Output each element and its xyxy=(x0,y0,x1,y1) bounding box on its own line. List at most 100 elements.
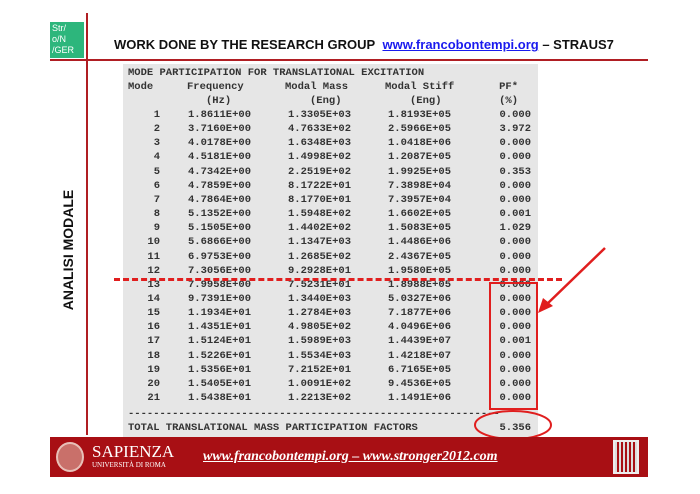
cell-freq: 1.5405E+01 xyxy=(188,377,252,390)
cell-pf: PF* xyxy=(499,81,518,93)
cell-freq: 5.1505E+00 xyxy=(188,222,252,235)
cell-stiff: 7.3957E+04 xyxy=(388,193,452,206)
footer-links[interactable]: www.francobontempi.org – www.stronger201… xyxy=(203,449,498,464)
cell-freq: 7.9958E+00 xyxy=(188,278,252,291)
cell-mass: 4.7633E+02 xyxy=(288,123,352,136)
cell-stiff: 1.0418E+06 xyxy=(388,137,452,150)
cell-mode: 7 xyxy=(153,193,160,206)
university-subtitle: UNIVERSITÀ DI ROMA xyxy=(92,461,166,469)
highlight-box xyxy=(489,282,538,410)
cell-freq: 4.5181E+00 xyxy=(188,151,252,164)
header-row: Mode Frequency Modal Mass Modal Stiff PF* xyxy=(123,81,538,95)
cell-stiff: 7.3898E+04 xyxy=(388,179,452,192)
cell-stiff: 6.7165E+05 xyxy=(388,363,452,376)
cell-pf: 0.000 xyxy=(499,377,531,390)
cell-pf: 0.000 xyxy=(499,363,531,376)
cell-pf: 0.000 xyxy=(499,250,531,263)
cell-stiff: 1.5083E+05 xyxy=(388,222,452,235)
cell-stiff: 1.2087E+05 xyxy=(388,151,452,164)
cell-pf: 0.000 xyxy=(499,137,531,150)
cell-mode: 14 xyxy=(147,292,160,305)
cell-mode: 15 xyxy=(147,307,160,320)
mode-participation-table: MODE PARTICIPATION FOR TRANSLATIONAL EXC… xyxy=(123,64,538,437)
total-highlight-ellipse xyxy=(474,410,552,440)
cell-stiff: 1.4486E+06 xyxy=(388,236,452,249)
logo-line: Str/ xyxy=(52,23,67,33)
cell-mass: 1.6348E+03 xyxy=(288,137,352,150)
cell-pf: 1.029 xyxy=(499,222,531,235)
table-row: 4 4.5181E+00 1.4998E+02 1.2087E+05 0.000 xyxy=(123,151,538,165)
cell-freq: 3.7160E+00 xyxy=(188,123,252,136)
cell-pf: 0.000 xyxy=(499,278,531,291)
vertical-divider xyxy=(86,13,88,435)
cell-mode: 5 xyxy=(153,165,160,178)
table-row: 10 5.6866E+00 1.1347E+03 1.4486E+06 0.000 xyxy=(123,236,538,250)
cell-pf: 0.000 xyxy=(499,321,531,334)
footer-bar: SAPIENZA UNIVERSITÀ DI ROMA www.francobo… xyxy=(50,437,648,477)
table-row: 15 1.1934E+01 1.2784E+03 7.1877E+06 0.000 xyxy=(123,307,538,321)
cell-stiff: 1.1491E+06 xyxy=(388,392,452,404)
cell-stiff: 1.9925E+05 xyxy=(388,165,452,178)
cell-pf: 0.000 xyxy=(499,179,531,192)
cell-mode: 20 xyxy=(147,377,160,390)
cell-mode: 21 xyxy=(147,392,160,404)
table-row: 6 4.7859E+00 8.1722E+01 7.3898E+04 0.000 xyxy=(123,180,538,194)
table-row: 9 5.1505E+00 1.4402E+02 1.5083E+05 1.029 xyxy=(123,222,538,236)
cell-mass: 7.5231E+01 xyxy=(288,278,352,291)
cell-mode: 12 xyxy=(147,264,160,277)
cell-mode: 17 xyxy=(147,335,160,348)
horizontal-divider xyxy=(50,59,648,61)
cell-freq: 1.5124E+01 xyxy=(188,335,252,348)
table-row: 16 1.4351E+01 4.9805E+02 4.0496E+06 0.000 xyxy=(123,321,538,335)
cell-pf: (%) xyxy=(499,95,518,107)
cell-stiff: Modal Stiff xyxy=(385,81,455,93)
cell-mass: 8.1722E+01 xyxy=(288,179,352,192)
table-row: 7 4.7864E+00 8.1770E+01 7.3957E+04 0.000 xyxy=(123,194,538,208)
arrowhead-icon xyxy=(538,298,553,313)
cell-mode: 11 xyxy=(147,250,160,263)
cell-pf: 0.000 xyxy=(499,392,531,404)
cell-mass: 8.1770E+01 xyxy=(288,193,352,206)
table-row: 13 7.9958E+00 7.5231E+01 1.8988E+05 0.000 xyxy=(123,279,538,293)
table-row: 3 4.0178E+00 1.6348E+03 1.0418E+06 0.000 xyxy=(123,137,538,151)
total-row: TOTAL TRANSLATIONAL MASS PARTICIPATION F… xyxy=(123,422,538,436)
cell-mass: 4.9805E+02 xyxy=(288,321,352,334)
cell-freq: 1.1934E+01 xyxy=(188,307,252,320)
website-link[interactable]: www.francobontempi.org xyxy=(382,37,539,52)
arrow-icon xyxy=(544,247,606,307)
cell-mass: 2.2519E+02 xyxy=(288,165,352,178)
cell-mass: 1.4998E+02 xyxy=(288,151,352,164)
cell-freq: 4.7342E+00 xyxy=(188,165,252,178)
page-title: WORK DONE BY THE RESEARCH GROUP www.fran… xyxy=(114,37,614,52)
cell-mode: 19 xyxy=(147,363,160,376)
cell-freq: (Hz) xyxy=(206,95,232,107)
cell-freq: 1.4351E+01 xyxy=(188,321,252,334)
logo-line: o/N xyxy=(52,34,67,44)
cell-mass: 1.0091E+02 xyxy=(288,377,352,390)
cell-mode: 18 xyxy=(147,349,160,362)
table-row: 11 6.9753E+00 1.2685E+02 2.4367E+05 0.000 xyxy=(123,251,538,265)
title-text: WORK DONE BY THE RESEARCH GROUP xyxy=(114,37,376,52)
cell-pf: 0.000 xyxy=(499,264,531,277)
cell-stiff: 1.4218E+07 xyxy=(388,349,452,362)
cell-pf: 0.000 xyxy=(499,292,531,305)
cell-mass: 1.1347E+03 xyxy=(288,236,352,249)
cell-pf: 3.972 xyxy=(499,123,531,136)
cell-pf: 5.356 xyxy=(499,422,531,434)
cell-freq: 9.7391E+00 xyxy=(188,292,252,305)
cell-mass: 1.5948E+02 xyxy=(288,208,352,221)
separator-row: ----------------------------------------… xyxy=(123,408,538,422)
cell-: MODE PARTICIPATION FOR TRANSLATIONAL EXC… xyxy=(128,67,425,79)
table-row: 17 1.5124E+01 1.5989E+03 1.4439E+07 0.001 xyxy=(123,335,538,349)
logo-line: /GER xyxy=(52,45,75,55)
cell-freq: 7.3056E+00 xyxy=(188,264,252,277)
cell-mass: Modal Mass xyxy=(285,81,349,93)
cell-stiff: 4.0496E+06 xyxy=(388,321,452,334)
table-row: 8 5.1352E+00 1.5948E+02 1.6602E+05 0.001 xyxy=(123,208,538,222)
table-row: 5 4.7342E+00 2.2519E+02 1.9925E+05 0.353 xyxy=(123,166,538,180)
table-row: 2 3.7160E+00 4.7633E+02 2.5966E+05 3.972 xyxy=(123,123,538,137)
cell-stiff: 7.1877E+06 xyxy=(388,307,452,320)
cell-mass: 1.5989E+03 xyxy=(288,335,352,348)
stamp-logo-icon xyxy=(613,440,639,474)
